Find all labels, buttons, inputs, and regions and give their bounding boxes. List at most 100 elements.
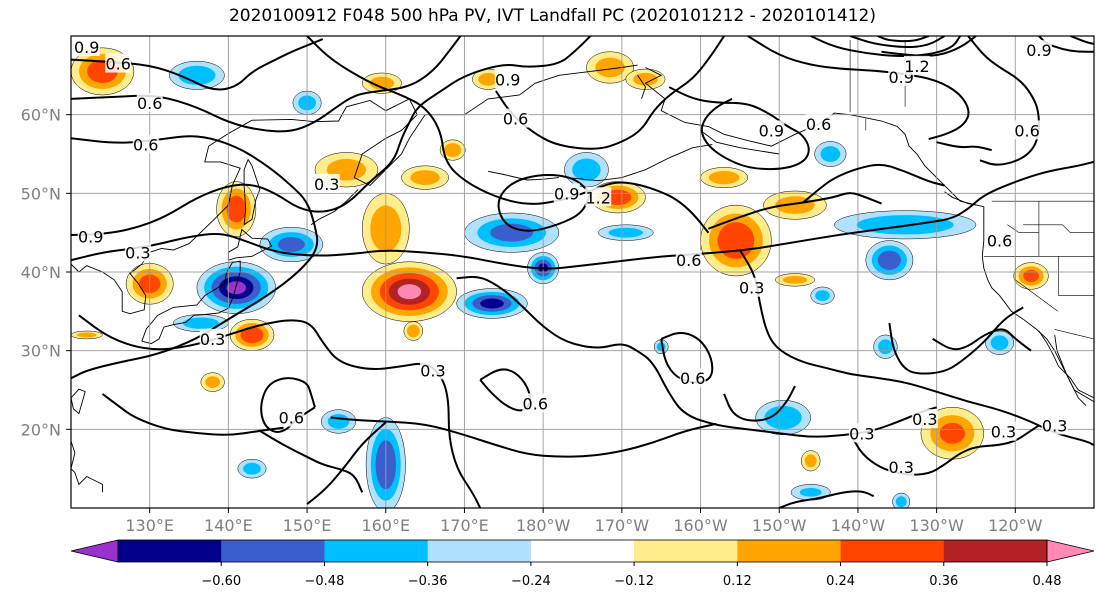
- contour-label: 0.6: [279, 409, 304, 428]
- anomaly-level: [939, 422, 965, 444]
- colorbar-extend-high: [1046, 539, 1095, 563]
- ivt-contour-line: [71, 160, 1094, 270]
- ivt-contour-line: [1038, 36, 1094, 53]
- contour-label: 0.6: [676, 251, 701, 270]
- anomaly-level: [277, 237, 305, 252]
- colorbar-segment: [221, 540, 325, 562]
- anomaly-blob: [169, 60, 225, 90]
- border-line: [1023, 224, 1094, 233]
- anomaly-level: [226, 195, 246, 223]
- contour-labels: 0.9 0.6 0.6 0.6 0.3 0.9 0.3 0.3 0.6 0.3 0.9 0.6 0.9 1…: [73, 37, 1068, 477]
- coastline: [700, 130, 780, 155]
- colorbar-segment: [427, 540, 532, 562]
- anomaly-level: [782, 275, 808, 284]
- anomaly-blob: [401, 165, 449, 190]
- contour-label: 0.6: [137, 94, 162, 113]
- coastline: [243, 158, 261, 226]
- contour-label: 0.9: [554, 184, 579, 203]
- contour-label-bg: [199, 328, 226, 348]
- contour-label: 0.6: [987, 232, 1012, 251]
- ivt-contour-line: [967, 36, 1040, 166]
- contour-label: 0.9: [78, 228, 103, 247]
- contour-label: 0.6: [105, 55, 130, 74]
- anomaly-blob: [814, 141, 847, 167]
- anomaly-blob: [361, 261, 457, 322]
- anomaly-level: [240, 326, 264, 344]
- anomaly-level: [764, 405, 802, 430]
- latitude-labels: 60°N 50°N 40°N 30°N 20°N: [21, 106, 71, 439]
- anomaly-blob: [625, 68, 666, 90]
- contour-label-bg: [419, 360, 446, 380]
- anomaly-blob: [985, 330, 1014, 355]
- colorbar: [70, 539, 1095, 563]
- contour-label-bg: [911, 409, 938, 429]
- anomaly-blob: [200, 372, 225, 392]
- contour-label-bg: [124, 242, 151, 262]
- contour-label: 0.9: [495, 70, 520, 89]
- anomaly-blob: [439, 139, 466, 161]
- contour-label: 0.3: [888, 458, 913, 477]
- contour-label-bg: [77, 226, 104, 246]
- contour-label-bg: [73, 37, 100, 57]
- contour-label-bg: [553, 183, 580, 203]
- lat-label: 60°N: [21, 106, 61, 125]
- anomaly-level: [595, 57, 625, 78]
- contour-label: 0.9: [74, 38, 99, 57]
- contour-label-bg: [888, 457, 915, 477]
- coastline: [71, 388, 86, 415]
- anomaly-blob: [892, 492, 911, 508]
- lat-label: 40°N: [21, 263, 61, 282]
- lon-label: 180°W: [516, 516, 571, 535]
- anomaly-level: [608, 227, 643, 238]
- ivt-contour-line: [497, 173, 592, 232]
- anomaly-level: [406, 324, 420, 338]
- contour-label-bg: [679, 368, 706, 388]
- lon-label: 150°E: [283, 516, 332, 535]
- anomaly-level: [478, 72, 498, 86]
- contour-label: 1.2: [904, 57, 929, 76]
- anomaly-blob: [775, 273, 815, 287]
- colorbar-tick-label: −0.36: [408, 574, 448, 589]
- anomaly-blob: [361, 72, 402, 94]
- anomaly-blob: [456, 288, 528, 319]
- ivt-contour-line: [936, 141, 992, 152]
- ivt-contour-line: [259, 430, 364, 493]
- anomaly-blob: [1013, 262, 1049, 290]
- ivt-contour-line: [306, 421, 387, 505]
- contour-label: 0.3: [912, 410, 937, 429]
- anomaly-level: [444, 143, 462, 157]
- contour-label: 0.3: [125, 243, 150, 262]
- lon-label: 130°W: [909, 516, 964, 535]
- lon-label: 160°E: [361, 516, 410, 535]
- coastline: [71, 64, 638, 315]
- anomaly-level: [480, 298, 504, 309]
- border-line: [1007, 224, 1039, 233]
- colorbar-tick-labels: −0.60 −0.48 −0.36 −0.24 −0.12 0.12 0.24 0.36 0.4…: [201, 562, 1061, 589]
- anomaly-blob: [464, 212, 560, 253]
- anomaly-level: [205, 376, 221, 389]
- contour-label-bg: [848, 423, 875, 443]
- map-title: 2020100912 F048 500 hPa PV, IVT Landfall…: [228, 6, 876, 26]
- contour-label-bg: [903, 55, 930, 75]
- coastline: [71, 440, 103, 493]
- anomaly-level: [572, 158, 601, 181]
- anomaly-level: [895, 496, 907, 508]
- contour-label-bg: [313, 173, 340, 193]
- contour-label-bg: [805, 114, 832, 134]
- contour-label-bg: [990, 421, 1017, 441]
- coastline: [637, 75, 646, 100]
- anomaly-blob: [755, 399, 811, 436]
- colorbar-extend-low: [70, 539, 119, 563]
- ivt-contour-line: [660, 331, 714, 384]
- anomaly-level: [877, 250, 901, 270]
- lon-label: 140°E: [204, 516, 253, 535]
- contour-label-bg: [1014, 120, 1041, 140]
- contour-label-bg: [585, 187, 612, 207]
- anomaly-level: [990, 335, 1009, 351]
- colorbar-outline: [117, 539, 1048, 563]
- colorbar-tick-label: −0.12: [614, 574, 654, 589]
- contour-label-bg: [136, 92, 163, 112]
- lon-label: 170°E: [440, 516, 489, 535]
- colorbar-segment: [118, 540, 222, 562]
